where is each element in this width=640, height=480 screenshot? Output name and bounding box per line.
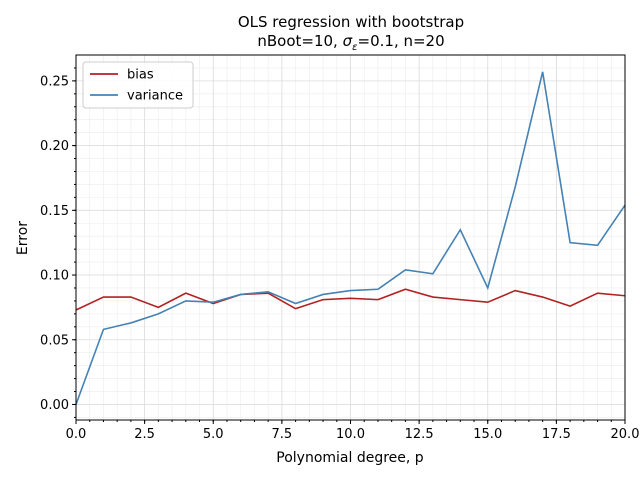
y-tick-label: 0.10 [40,269,69,284]
chart-title-line1: OLS regression with bootstrap [238,13,464,31]
series-layer [75,71,626,405]
y-tick-label: 0.05 [40,333,69,348]
y-tick-label: 0.00 [40,398,69,413]
chart-title-line2: nBoot=10, σε=0.1, n=20 [257,32,444,53]
x-axis-label: Polynomial degree, p [276,450,424,466]
x-tick-label: 10.0 [336,427,365,442]
ticks: 0.0 2.5 5.0 7.5 10.0 12.5 15.0 17.5 20.0 0.00 0.05… [40,67,640,442]
grid [75,55,626,420]
y-tick-label: 0.20 [40,139,69,154]
legend: bias variance [82,61,194,109]
x-tick-label: 0.0 [66,427,87,442]
series-line-variance [75,71,626,405]
x-tick-label: 5.0 [203,427,224,442]
legend-label-bias: bias [127,68,154,83]
series-line-bias [75,288,626,311]
x-tick-label: 15.0 [473,427,502,442]
x-tick-label: 12.5 [405,427,434,442]
y-axis-label: Error [15,221,31,255]
x-tick-label: 7.5 [272,427,293,442]
x-tick-label: 20.0 [611,427,640,442]
y-tick-label: 0.15 [40,204,69,219]
legend-label-variance: variance [127,89,183,104]
x-tick-label: 2.5 [134,427,155,442]
x-tick-label: 17.5 [542,427,571,442]
y-tick-label: 0.25 [40,74,69,89]
